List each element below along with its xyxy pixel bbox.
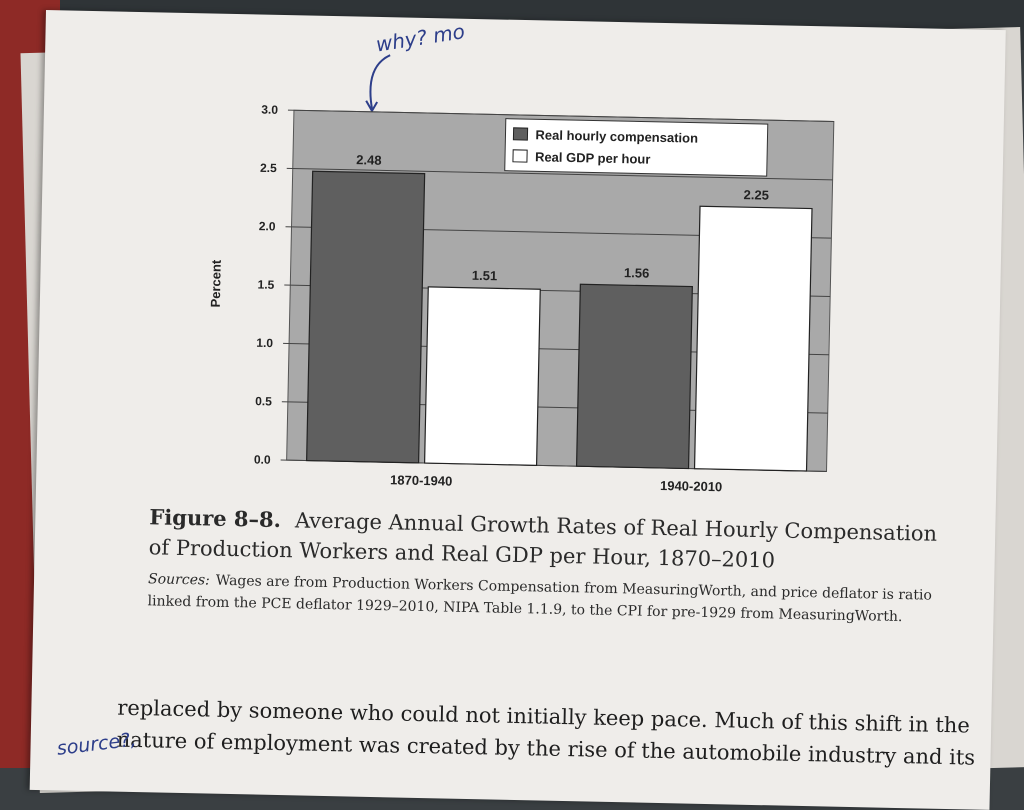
y-tick-label: 0.0: [254, 452, 271, 466]
bars-group: 2.48 1.51 1.56 2.25: [306, 152, 813, 472]
figure-caption: Figure 8–8. Average Annual Growth Rates o…: [147, 502, 939, 629]
gridline: [286, 167, 833, 181]
bar-chart: 2.48 1.51 1.56 2.25 0.0 0.5 1.0 1.5 2.0 2.5 3.0 1…: [208, 103, 835, 494]
x-tick-label: 1940-2010: [660, 478, 722, 494]
gridline: [287, 109, 834, 123]
legend-swatch-compensation: [512, 127, 529, 141]
y-tick-label: 0.5: [255, 394, 272, 408]
y-axis-label: Percent: [208, 259, 224, 308]
legend-box: [504, 118, 769, 177]
legend-label-compensation: Real hourly compensation: [535, 127, 698, 145]
y-tick-label: 1.5: [257, 277, 274, 291]
sources-text: Wages are from Production Workers Compen…: [147, 572, 933, 626]
bar-value-label: 2.25: [743, 187, 769, 203]
y-tick-label: 1.0: [256, 336, 273, 350]
bar-compensation: [306, 170, 426, 464]
bar-value-label: 2.48: [356, 152, 382, 168]
legend-label-gdp: Real GDP per hour: [535, 149, 651, 166]
y-tick-label: 2.5: [260, 161, 277, 175]
body-paragraph: replaced by someone who could not initia…: [116, 695, 976, 770]
x-tick-label: 1870-1940: [390, 472, 452, 488]
book-page: why? mo 2.48 1.51 1.56 2.25 0.0 0.5 1.0 1.5 2.0…: [29, 10, 1006, 810]
caption-sources: Sources: Wages are from Production Worker…: [147, 568, 938, 629]
sources-label: Sources:: [147, 571, 211, 589]
caption-title-line: Figure 8–8. Average Annual Growth Rates o…: [148, 502, 939, 579]
figure-label: Figure 8–8.: [149, 504, 282, 533]
legend-swatch-gdp: [512, 149, 528, 163]
bar-gdp: [693, 205, 813, 472]
bar-compensation: [575, 283, 693, 470]
legend: Real hourly compensation Real GDP per ho…: [504, 118, 769, 177]
y-axis-ticks: 0.0 0.5 1.0 1.5 2.0 2.5 3.0: [254, 103, 279, 467]
bar-value-label: 1.56: [624, 265, 650, 281]
x-axis-ticks: 1870-1940 1940-2010: [390, 472, 722, 494]
bar-value-label: 1.51: [472, 268, 498, 284]
y-tick-label: 3.0: [261, 103, 278, 117]
handwritten-arrow-icon: [365, 54, 391, 113]
bar-gdp: [423, 286, 541, 466]
y-tick-label: 2.0: [259, 219, 276, 233]
